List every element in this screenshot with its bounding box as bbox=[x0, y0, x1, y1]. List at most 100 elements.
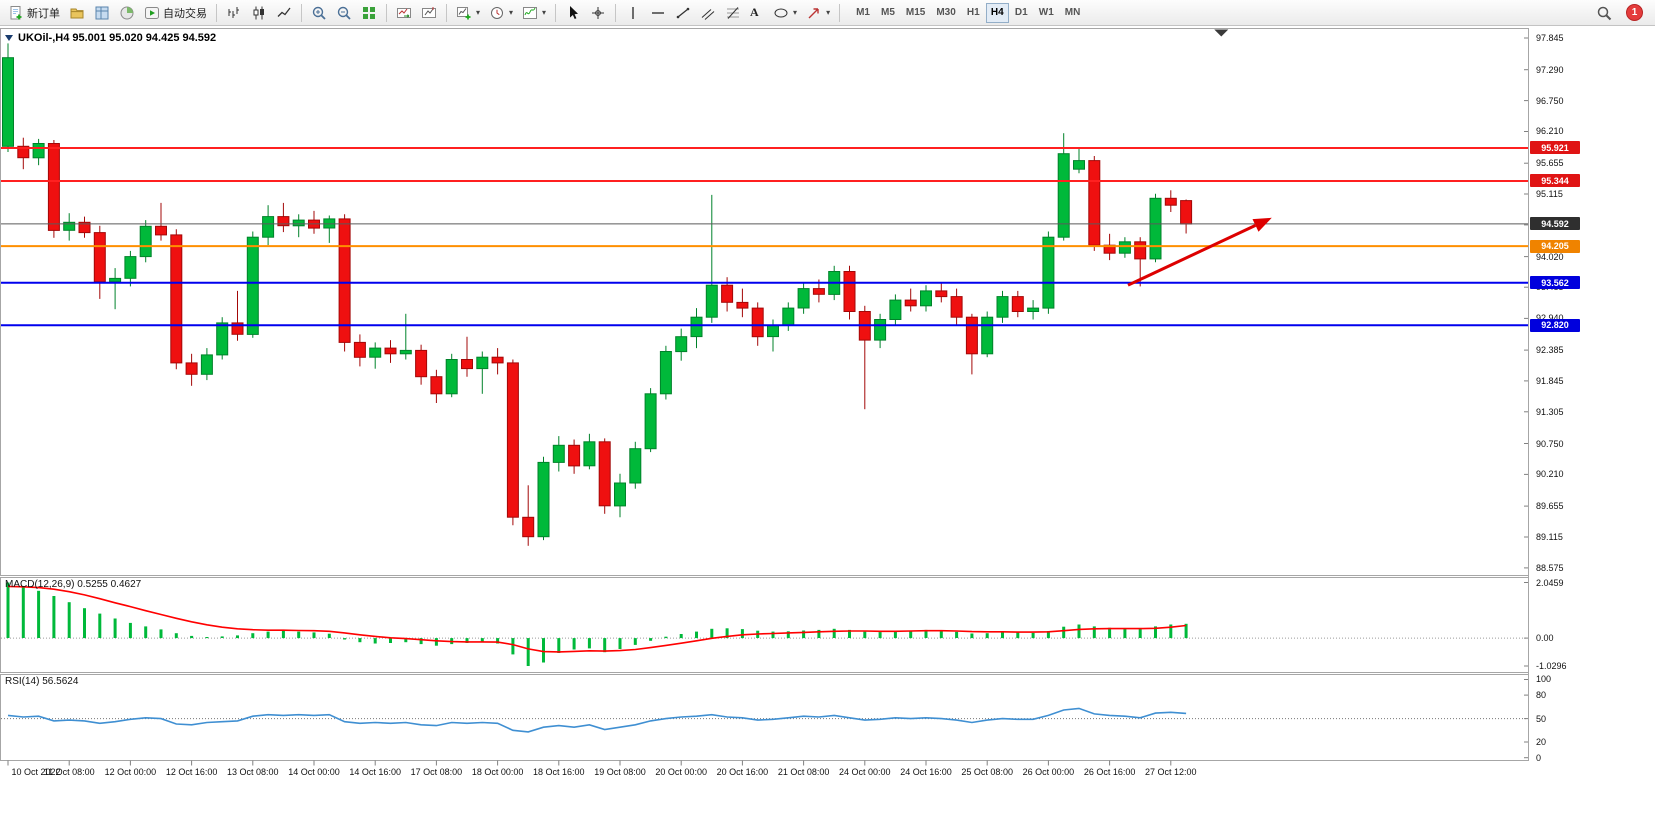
macd-signal-line bbox=[7, 585, 1187, 653]
notification-badge[interactable]: 1 bbox=[1626, 4, 1643, 21]
axis-ticks bbox=[7, 37, 1528, 766]
clock-icon bbox=[489, 5, 505, 21]
toolbar-separator bbox=[386, 3, 387, 22]
price-tick-label: 96.750 bbox=[1536, 95, 1564, 106]
auto-scroll-icon bbox=[396, 5, 412, 21]
price-tick-label: 91.845 bbox=[1536, 375, 1564, 386]
rsi-line bbox=[7, 707, 1187, 733]
new-order-label: 新订单 bbox=[27, 7, 60, 20]
time-label: 12 Oct 16:00 bbox=[165, 767, 218, 777]
chart-title-text: UKOil-,H4 95.001 95.020 94.425 94.592 bbox=[18, 32, 217, 44]
timeframe-mn-button[interactable]: MN bbox=[1060, 3, 1086, 23]
timeframe-m1-button[interactable]: M1 bbox=[851, 3, 875, 23]
chart-canvas[interactable] bbox=[0, 26, 1655, 827]
cursor-icon bbox=[565, 5, 581, 21]
market-watch-button[interactable] bbox=[90, 2, 114, 24]
price-tick-label: 89.655 bbox=[1536, 501, 1564, 512]
indicators-button[interactable]: ▾ bbox=[518, 2, 550, 24]
timeframe-h4-button[interactable]: H4 bbox=[985, 2, 1009, 23]
time-label: 18 Oct 16:00 bbox=[533, 767, 585, 777]
time-label: 24 Oct 00:00 bbox=[839, 767, 891, 777]
auto-trading-button[interactable]: 自动交易 bbox=[140, 2, 211, 24]
candlestick-mode-button[interactable] bbox=[247, 2, 271, 24]
cursor-tool-button[interactable] bbox=[561, 2, 585, 24]
auto-trading-icon bbox=[144, 5, 160, 21]
rsi-axis-label: 80 bbox=[1536, 690, 1547, 701]
chart-menu-icon[interactable] bbox=[5, 35, 13, 41]
time-label: 14 Oct 00:00 bbox=[288, 767, 340, 777]
timeframe-m5-button[interactable]: M5 bbox=[876, 3, 900, 23]
rsi-axis-label: 100 bbox=[1536, 674, 1552, 685]
hline-price-badge: 93.562 bbox=[1530, 276, 1580, 290]
time-label: 11 Oct 08:00 bbox=[43, 767, 95, 777]
time-label: 20 Oct 16:00 bbox=[716, 767, 769, 777]
vline-icon bbox=[625, 5, 641, 21]
chart-shift-marker[interactable] bbox=[1214, 29, 1229, 37]
navigator-button[interactable] bbox=[65, 2, 89, 24]
timeframe-w1-button[interactable]: W1 bbox=[1034, 3, 1059, 23]
timeframe-m30-button[interactable]: M30 bbox=[931, 3, 960, 23]
time-label: 12 Oct 00:00 bbox=[104, 767, 157, 777]
time-label: 24 Oct 16:00 bbox=[900, 767, 952, 777]
trendline-tool-button[interactable] bbox=[671, 2, 695, 24]
time-label: 18 Oct 00:00 bbox=[471, 767, 524, 777]
horizontal-line-objects[interactable] bbox=[1, 147, 1528, 327]
text-tool-button[interactable]: A bbox=[746, 2, 768, 24]
toolbar-separator bbox=[301, 3, 302, 22]
price-tick-label: 96.210 bbox=[1536, 126, 1564, 137]
price-tick-label: 97.290 bbox=[1536, 64, 1564, 75]
time-label: 26 Oct 16:00 bbox=[1083, 767, 1136, 777]
zoom-out-icon bbox=[336, 5, 352, 21]
arrows-tool-button[interactable]: ▾ bbox=[802, 2, 834, 24]
bar-chart-mode-button[interactable] bbox=[222, 2, 246, 24]
crosshair-tool-button[interactable] bbox=[586, 2, 610, 24]
hline-price-badge: 95.921 bbox=[1530, 141, 1580, 155]
horizontal-line-tool-button[interactable] bbox=[646, 2, 670, 24]
new-order-icon bbox=[8, 5, 24, 21]
hline-price-badge: 92.820 bbox=[1530, 318, 1580, 332]
line-chart-mode-button[interactable] bbox=[272, 2, 296, 24]
shapes-tool-button[interactable]: ▾ bbox=[769, 2, 801, 24]
rsi-label: RSI(14) 56.5624 bbox=[5, 676, 79, 687]
hline-icon bbox=[650, 5, 666, 21]
tile-windows-button[interactable] bbox=[357, 2, 381, 24]
text-tool-label: A bbox=[750, 5, 759, 19]
arrow-icon bbox=[806, 5, 822, 21]
pane-borders bbox=[0, 28, 1529, 761]
dropdown-caret-icon: ▾ bbox=[826, 8, 831, 17]
candlestick-icon bbox=[251, 5, 267, 21]
new-chart-icon bbox=[456, 5, 472, 21]
chart-shift-button[interactable] bbox=[417, 2, 441, 24]
toolbar-separator bbox=[216, 3, 217, 22]
hline-price-badge: 95.344 bbox=[1530, 174, 1580, 188]
dropdown-caret-icon: ▾ bbox=[509, 8, 514, 17]
new-chart-button[interactable]: ▾ bbox=[452, 2, 484, 24]
macd-axis-label: -1.0296 bbox=[1536, 661, 1567, 672]
trend-arrow-object[interactable] bbox=[1127, 217, 1272, 287]
current-price-badge: 94.592 bbox=[1530, 217, 1580, 231]
macd-label: MACD(12,26,9) 0.5255 0.4627 bbox=[5, 579, 142, 590]
line-chart-icon bbox=[276, 5, 292, 21]
chart-window[interactable]: UKOil-,H4 95.001 95.020 94.425 94.592 MA… bbox=[0, 26, 1655, 827]
timeframe-d1-button[interactable]: D1 bbox=[1010, 3, 1033, 23]
timeframe-toolbar: M1 M5 M15 M30 H1 H4 D1 W1 MN bbox=[851, 2, 1086, 23]
candlestick-series bbox=[2, 43, 1193, 546]
new-order-button[interactable]: 新订单 bbox=[4, 2, 64, 24]
vertical-line-tool-button[interactable] bbox=[621, 2, 645, 24]
zoom-in-button[interactable] bbox=[307, 2, 331, 24]
channel-tool-button[interactable] bbox=[696, 2, 720, 24]
toolbar-separator bbox=[839, 3, 841, 22]
strategy-tester-button[interactable] bbox=[115, 2, 139, 24]
trendline-icon bbox=[675, 5, 691, 21]
time-label: 20 Oct 00:00 bbox=[655, 767, 707, 777]
fibonacci-tool-button[interactable] bbox=[721, 2, 745, 24]
search-button[interactable] bbox=[1592, 2, 1616, 24]
timeframe-h1-button[interactable]: H1 bbox=[962, 3, 985, 23]
profiles-button[interactable]: ▾ bbox=[485, 2, 517, 24]
timeframe-m15-button[interactable]: M15 bbox=[901, 3, 930, 23]
crosshair-icon bbox=[590, 5, 606, 21]
dropdown-caret-icon: ▾ bbox=[793, 8, 798, 17]
zoom-out-button[interactable] bbox=[332, 2, 356, 24]
auto-scroll-button[interactable] bbox=[392, 2, 416, 24]
